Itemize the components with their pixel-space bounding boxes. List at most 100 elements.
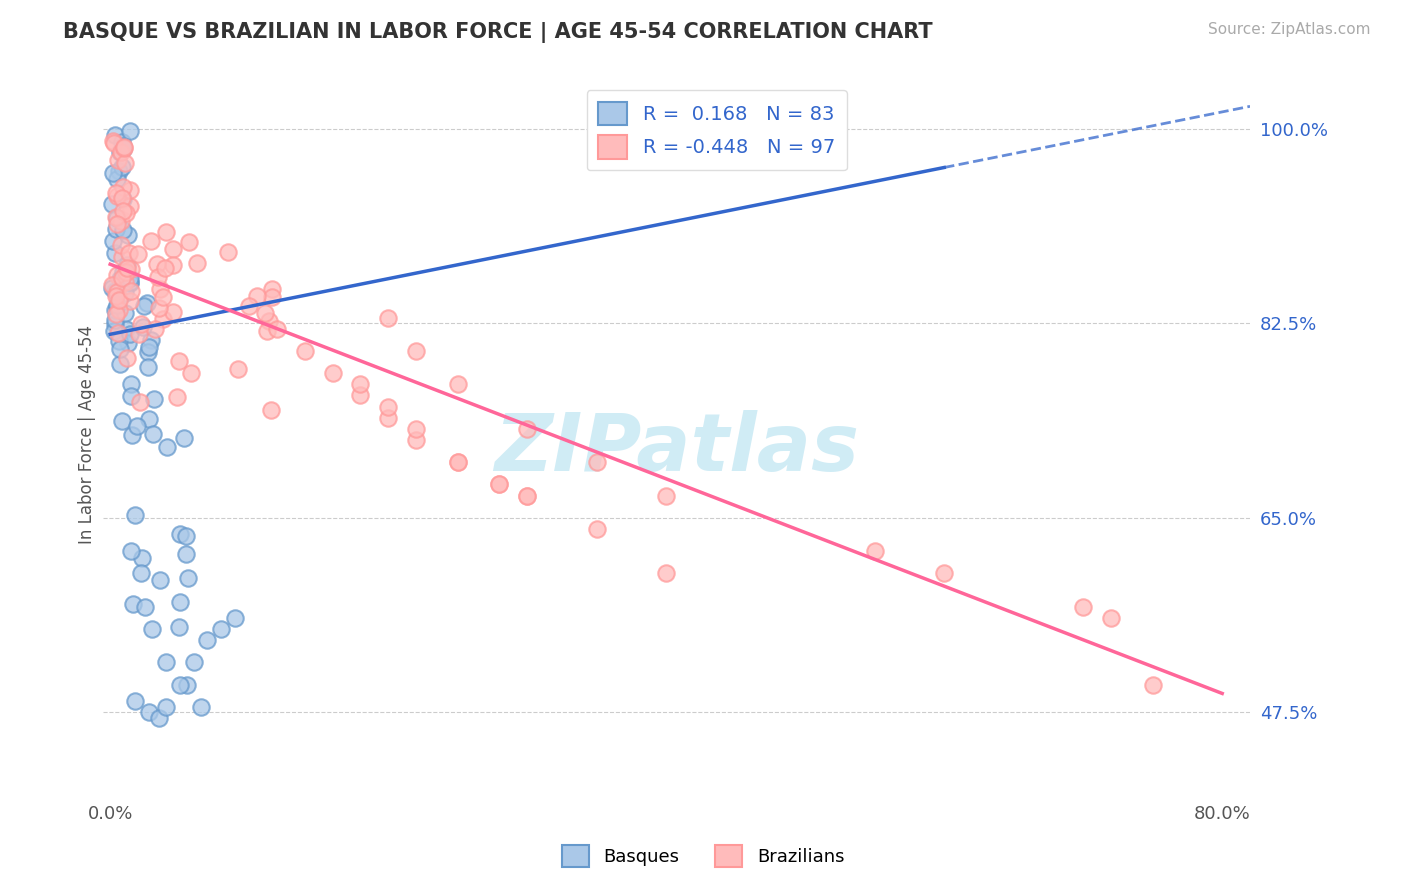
Text: Source: ZipAtlas.com: Source: ZipAtlas.com [1208,22,1371,37]
Point [107,218,129,232]
Point [124,508,146,523]
Point [105,289,128,303]
Point [143,322,166,336]
Point [209,622,232,636]
Point [110,145,132,159]
Point [169,620,191,634]
Point [104,317,127,331]
Point [162,258,184,272]
Point [107,334,129,348]
Point [115,205,138,219]
Point [104,246,127,260]
Point [266,322,288,336]
Point [153,260,176,275]
Point [148,711,170,725]
Point [105,211,128,225]
Point [169,595,191,609]
Point [405,422,427,436]
Point [169,677,191,691]
Point [108,164,131,178]
Point [254,305,277,319]
Point [114,265,136,279]
Point [138,340,160,354]
Legend: Basques, Brazilians: Basques, Brazilians [554,838,852,874]
Point [112,141,135,155]
Point [120,182,142,196]
Point [115,258,138,272]
Point [127,247,149,261]
Point [259,403,281,417]
Point [107,326,129,340]
Point [585,455,607,469]
Point [186,256,208,270]
Point [245,289,267,303]
Point [103,324,125,338]
Point [177,571,200,585]
Point [516,422,538,436]
Point [105,285,128,299]
Point [104,222,127,236]
Point [120,277,142,291]
Point [256,324,278,338]
Point [118,246,141,260]
Point [101,134,124,148]
Point [405,343,427,358]
Point [142,427,165,442]
Text: BASQUE VS BRAZILIAN IN LABOR FORCE | AGE 45-54 CORRELATION CHART: BASQUE VS BRAZILIAN IN LABOR FORCE | AGE… [63,22,934,44]
Point [166,390,188,404]
Point [104,312,127,326]
Point [655,566,678,581]
Point [197,633,219,648]
Point [122,598,145,612]
Point [173,431,195,445]
Point [117,228,139,243]
Point [118,293,141,308]
Point [114,306,136,320]
Point [655,489,678,503]
Point [112,180,135,194]
Point [107,153,129,167]
Point [934,566,956,581]
Point [377,410,399,425]
Point [180,367,202,381]
Point [111,271,134,285]
Point [107,171,129,186]
Point [349,377,371,392]
Point [190,699,212,714]
Point [131,317,153,331]
Point [124,694,146,708]
Point [132,319,155,334]
Y-axis label: In Labor Force | Age 45-54: In Labor Force | Age 45-54 [79,325,96,544]
Point [148,301,170,315]
Point [228,362,250,376]
Point [155,225,177,239]
Point [149,573,172,587]
Point [134,599,156,614]
Point [111,191,134,205]
Point [176,677,198,691]
Point [183,656,205,670]
Point [115,351,138,365]
Point [112,265,135,279]
Point [120,124,142,138]
Point [104,284,127,298]
Point [139,333,162,347]
Point [377,400,399,414]
Point [146,270,169,285]
Point [120,376,142,391]
Point [447,455,470,469]
Point [129,566,152,581]
Point [447,377,470,392]
Point [377,310,399,325]
Point [135,295,157,310]
Point [105,186,128,200]
Point [405,433,427,447]
Point [115,260,138,275]
Point [516,489,538,503]
Point [141,622,163,636]
Point [101,196,124,211]
Point [129,395,152,409]
Point [120,284,142,298]
Point [155,699,177,714]
Point [105,188,128,202]
